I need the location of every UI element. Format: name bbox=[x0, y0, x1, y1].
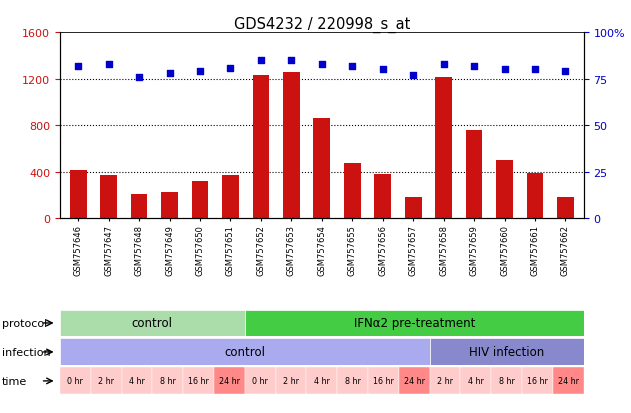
Bar bbox=[374, 175, 391, 219]
Bar bbox=[461, 368, 492, 394]
Text: 2 hr: 2 hr bbox=[283, 377, 299, 385]
Point bbox=[256, 57, 266, 64]
Text: 16 hr: 16 hr bbox=[373, 377, 394, 385]
Bar bbox=[60, 368, 91, 394]
Bar bbox=[183, 368, 214, 394]
Bar bbox=[131, 195, 148, 219]
Bar bbox=[337, 368, 368, 394]
Point bbox=[73, 63, 83, 70]
Text: 16 hr: 16 hr bbox=[527, 377, 548, 385]
Text: control: control bbox=[224, 346, 265, 358]
Text: 24 hr: 24 hr bbox=[219, 377, 240, 385]
Bar bbox=[522, 368, 553, 394]
Text: 2 hr: 2 hr bbox=[437, 377, 453, 385]
Text: 2 hr: 2 hr bbox=[98, 377, 114, 385]
Point bbox=[103, 61, 114, 68]
Bar bbox=[252, 76, 269, 219]
Point bbox=[317, 61, 327, 68]
Bar bbox=[214, 368, 245, 394]
Text: 8 hr: 8 hr bbox=[345, 377, 360, 385]
Bar bbox=[466, 131, 483, 219]
Bar bbox=[314, 119, 330, 219]
Bar bbox=[152, 368, 183, 394]
Bar bbox=[91, 368, 122, 394]
Bar bbox=[192, 182, 208, 219]
Text: 8 hr: 8 hr bbox=[498, 377, 515, 385]
Point bbox=[530, 67, 540, 74]
Text: time: time bbox=[2, 376, 27, 386]
Point bbox=[134, 74, 144, 81]
Bar bbox=[527, 173, 543, 219]
Bar bbox=[100, 176, 117, 219]
Bar bbox=[70, 170, 86, 219]
Point bbox=[347, 63, 357, 70]
Bar bbox=[368, 368, 399, 394]
Text: HIV infection: HIV infection bbox=[469, 346, 545, 358]
Point bbox=[378, 67, 388, 74]
Point bbox=[439, 61, 449, 68]
Text: IFNα2 pre-treatment: IFNα2 pre-treatment bbox=[353, 317, 475, 330]
Text: infection: infection bbox=[2, 347, 50, 357]
Bar bbox=[430, 339, 584, 366]
Point bbox=[408, 73, 418, 79]
Text: 4 hr: 4 hr bbox=[129, 377, 145, 385]
Point bbox=[195, 69, 205, 75]
Point bbox=[225, 65, 235, 72]
Bar bbox=[430, 368, 461, 394]
Bar bbox=[492, 368, 522, 394]
Point bbox=[560, 69, 570, 75]
Bar bbox=[60, 310, 245, 337]
Text: control: control bbox=[132, 317, 173, 330]
Text: protocol: protocol bbox=[2, 318, 47, 328]
Bar bbox=[161, 192, 178, 219]
Point bbox=[165, 71, 175, 77]
Bar bbox=[60, 339, 430, 366]
Text: GDS4232 / 220998_s_at: GDS4232 / 220998_s_at bbox=[233, 17, 410, 33]
Bar bbox=[435, 78, 452, 219]
Text: 0 hr: 0 hr bbox=[252, 377, 268, 385]
Bar bbox=[344, 163, 361, 219]
Text: 24 hr: 24 hr bbox=[404, 377, 425, 385]
Bar bbox=[122, 368, 152, 394]
Bar bbox=[222, 176, 239, 219]
Point bbox=[469, 63, 479, 70]
Bar bbox=[245, 368, 276, 394]
Bar bbox=[245, 310, 584, 337]
Bar bbox=[496, 161, 513, 219]
Text: 8 hr: 8 hr bbox=[160, 377, 175, 385]
Bar bbox=[404, 197, 422, 219]
Text: 24 hr: 24 hr bbox=[558, 377, 579, 385]
Bar bbox=[399, 368, 430, 394]
Text: 4 hr: 4 hr bbox=[468, 377, 484, 385]
Bar bbox=[283, 73, 300, 219]
Bar bbox=[307, 368, 337, 394]
Point bbox=[286, 57, 297, 64]
Bar bbox=[553, 368, 584, 394]
Point bbox=[500, 67, 510, 74]
Bar bbox=[276, 368, 307, 394]
Text: 4 hr: 4 hr bbox=[314, 377, 330, 385]
Text: 0 hr: 0 hr bbox=[68, 377, 83, 385]
Text: 16 hr: 16 hr bbox=[188, 377, 209, 385]
Bar bbox=[557, 197, 574, 219]
